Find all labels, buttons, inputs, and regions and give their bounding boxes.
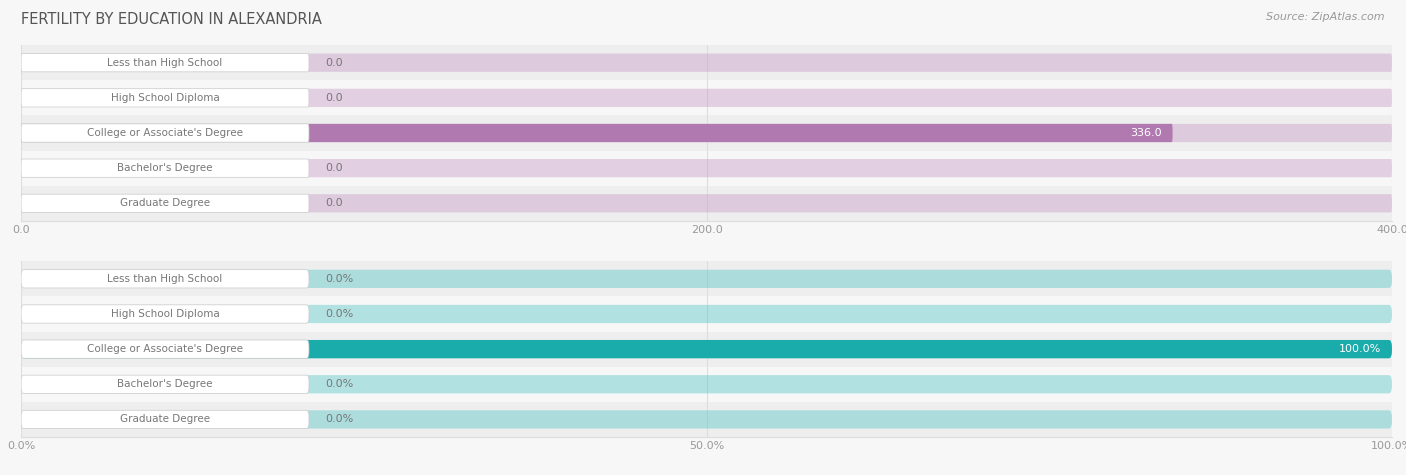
Text: 0.0: 0.0 <box>325 93 343 103</box>
FancyBboxPatch shape <box>21 270 1392 288</box>
Bar <box>21 367 1392 402</box>
FancyBboxPatch shape <box>21 410 309 428</box>
Text: 0.0%: 0.0% <box>325 379 354 389</box>
FancyBboxPatch shape <box>21 54 1392 72</box>
FancyBboxPatch shape <box>21 124 309 142</box>
FancyBboxPatch shape <box>21 375 309 393</box>
Text: 0.0: 0.0 <box>325 198 343 209</box>
Bar <box>21 296 1392 332</box>
Bar <box>21 80 1392 115</box>
FancyBboxPatch shape <box>21 375 1392 393</box>
FancyBboxPatch shape <box>21 340 1392 358</box>
FancyBboxPatch shape <box>21 340 309 358</box>
FancyBboxPatch shape <box>21 410 1392 428</box>
Bar <box>21 186 1392 221</box>
Text: 0.0%: 0.0% <box>325 274 354 284</box>
FancyBboxPatch shape <box>21 305 1392 323</box>
Text: 0.0%: 0.0% <box>325 414 354 425</box>
Text: Graduate Degree: Graduate Degree <box>120 414 209 425</box>
FancyBboxPatch shape <box>21 89 309 107</box>
FancyBboxPatch shape <box>21 54 309 72</box>
Text: High School Diploma: High School Diploma <box>111 93 219 103</box>
Text: College or Associate's Degree: College or Associate's Degree <box>87 128 243 138</box>
Text: FERTILITY BY EDUCATION IN ALEXANDRIA: FERTILITY BY EDUCATION IN ALEXANDRIA <box>21 12 322 27</box>
Text: Less than High School: Less than High School <box>107 57 222 68</box>
Bar <box>21 261 1392 296</box>
FancyBboxPatch shape <box>21 305 309 323</box>
Text: 336.0: 336.0 <box>1130 128 1161 138</box>
Text: College or Associate's Degree: College or Associate's Degree <box>87 344 243 354</box>
FancyBboxPatch shape <box>21 159 309 177</box>
FancyBboxPatch shape <box>21 270 309 288</box>
Text: Source: ZipAtlas.com: Source: ZipAtlas.com <box>1267 12 1385 22</box>
Text: High School Diploma: High School Diploma <box>111 309 219 319</box>
Text: 0.0: 0.0 <box>325 163 343 173</box>
Text: Bachelor's Degree: Bachelor's Degree <box>117 379 212 389</box>
Bar <box>21 115 1392 151</box>
Text: 0.0%: 0.0% <box>325 309 354 319</box>
FancyBboxPatch shape <box>21 124 1173 142</box>
FancyBboxPatch shape <box>21 194 309 212</box>
Text: Bachelor's Degree: Bachelor's Degree <box>117 163 212 173</box>
Bar <box>21 332 1392 367</box>
Text: Graduate Degree: Graduate Degree <box>120 198 209 209</box>
FancyBboxPatch shape <box>21 159 1392 177</box>
FancyBboxPatch shape <box>21 194 1392 212</box>
FancyBboxPatch shape <box>21 124 1392 142</box>
FancyBboxPatch shape <box>21 340 1392 358</box>
FancyBboxPatch shape <box>21 89 1392 107</box>
Text: 0.0: 0.0 <box>325 57 343 68</box>
Bar <box>21 151 1392 186</box>
Bar <box>21 402 1392 437</box>
Text: Less than High School: Less than High School <box>107 274 222 284</box>
Bar <box>21 45 1392 80</box>
Text: 100.0%: 100.0% <box>1339 344 1381 354</box>
